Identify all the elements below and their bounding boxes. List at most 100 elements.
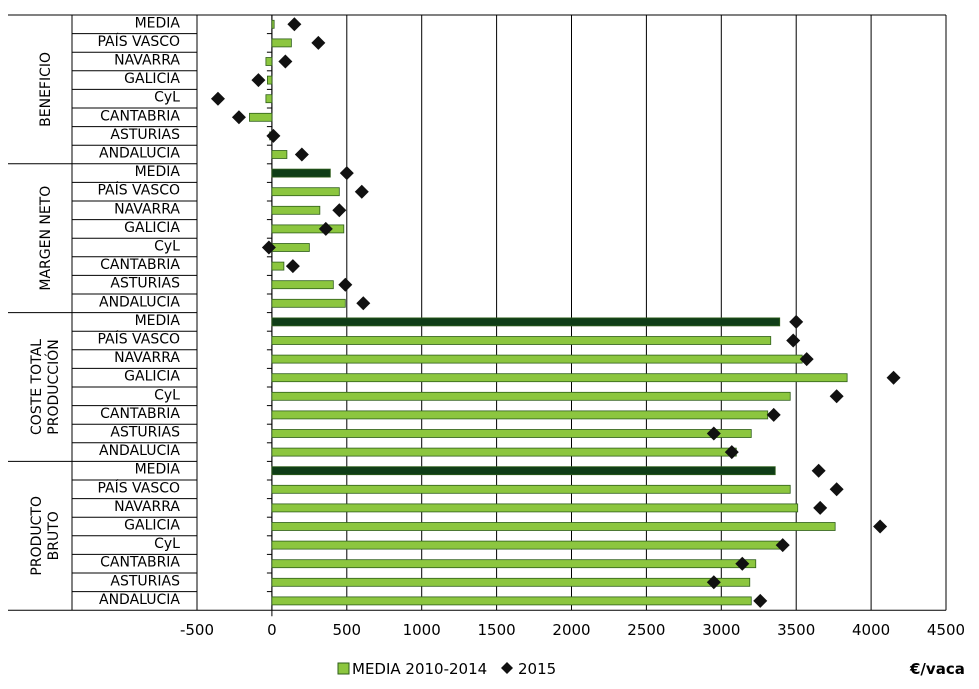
- group-label-line: COSTE TOTAL: [29, 339, 45, 435]
- marker-2015: [338, 277, 353, 292]
- category-label: GALICIA: [124, 71, 180, 87]
- category-label: PAÍS VASCO: [97, 331, 180, 348]
- bar: [271, 187, 340, 197]
- bar: [271, 577, 751, 587]
- marker-2015: [735, 556, 750, 571]
- marker-2015: [724, 445, 739, 460]
- legend-label-media: MEDIA 2010-2014: [352, 660, 487, 678]
- category-label: ANDALUCIA: [99, 146, 180, 162]
- marker-2015: [706, 426, 721, 441]
- marker-2015: [287, 17, 302, 32]
- bar: [271, 484, 791, 494]
- marker-2015: [775, 538, 790, 553]
- legend: MEDIA 2010-2014 2015: [337, 660, 556, 678]
- category-label: ASTURIAS: [110, 425, 180, 441]
- marker-2015: [356, 296, 371, 311]
- bar: [271, 503, 799, 513]
- group-label-line: MARGEN NETO: [38, 186, 54, 291]
- x-tick-label: 500: [332, 621, 361, 639]
- group-label-line: PRODUCTO: [29, 496, 45, 576]
- group-label-line: BRUTO: [46, 511, 62, 560]
- bar: [271, 540, 785, 550]
- bar: [271, 150, 288, 159]
- bar: [265, 94, 273, 104]
- bar: [271, 429, 752, 438]
- legend-label-2015: 2015: [518, 660, 556, 678]
- bar: [271, 298, 346, 308]
- bar: [271, 522, 836, 531]
- category-axis: [8, 14, 273, 617]
- group-label: PRODUCTOBRUTO: [29, 496, 62, 576]
- bar: [271, 224, 345, 234]
- category-label: ANDALUCIA: [99, 294, 180, 310]
- x-tick-label: 4500: [927, 621, 965, 639]
- marker-2015: [786, 333, 801, 348]
- category-label: CyL: [154, 239, 180, 255]
- x-axis-ticks: -500 0 500 1000 1500 2000 2500 3000 3500 4000 4500: [180, 621, 965, 639]
- bar: [271, 19, 275, 29]
- marker-2015: [251, 73, 266, 88]
- category-label: PAÍS VASCO: [97, 182, 180, 199]
- bar: [271, 168, 331, 178]
- bar: [271, 373, 848, 383]
- bar: [271, 391, 791, 401]
- marker-2015: [318, 221, 333, 236]
- group-label-line: PRODUCCIÓN: [44, 339, 62, 434]
- unit-label: €/vaca: [909, 660, 965, 678]
- bars: [249, 19, 848, 606]
- category-label: ASTURIAS: [110, 127, 180, 143]
- marker-2015: [829, 389, 844, 404]
- category-label: ASTURIAS: [110, 573, 180, 589]
- x-tick-label: 2000: [552, 621, 590, 639]
- marker-2015: [811, 463, 826, 478]
- category-label: MEDIA: [135, 313, 181, 329]
- marker-2015: [311, 35, 326, 50]
- category-label: MEDIA: [135, 462, 181, 478]
- bar: [271, 38, 292, 48]
- gridlines: [8, 14, 947, 611]
- bar: [271, 447, 737, 457]
- x-tick-label: 4000: [852, 621, 890, 639]
- bar: [271, 336, 772, 345]
- category-label: CyL: [154, 536, 180, 552]
- bar: [267, 75, 273, 85]
- marker-2015: [332, 203, 347, 218]
- bar: [265, 57, 273, 66]
- x-tick-label: 1000: [403, 621, 441, 639]
- bar: [271, 466, 776, 476]
- category-label: CANTABRIA: [100, 108, 180, 124]
- category-label: NAVARRA: [114, 499, 180, 515]
- bar: [271, 261, 285, 271]
- x-tick-label: 1500: [478, 621, 516, 639]
- marker-2015: [789, 314, 804, 329]
- legend-diamond-marker: [501, 662, 513, 674]
- marker-2015: [266, 128, 281, 143]
- category-label: CyL: [154, 90, 180, 106]
- bar: [271, 280, 334, 290]
- marker-2015: [766, 407, 781, 422]
- bar: [271, 354, 803, 364]
- category-label: GALICIA: [124, 518, 180, 534]
- category-label: CyL: [154, 387, 180, 403]
- category-label: PAÍS VASCO: [97, 33, 180, 50]
- marker-2015: [873, 519, 888, 534]
- category-label: GALICIA: [124, 220, 180, 236]
- legend-bar-swatch: [337, 662, 350, 675]
- group-label: COSTE TOTALPRODUCCIÓN: [29, 339, 62, 435]
- x-tick-label: 2500: [627, 621, 665, 639]
- marker-2015: [285, 259, 300, 274]
- marker-2015: [799, 352, 814, 367]
- category-label: CANTABRIA: [100, 257, 180, 273]
- category-label: NAVARRA: [114, 350, 180, 366]
- marker-2015: [886, 370, 901, 385]
- x-tick-label: -500: [180, 621, 214, 639]
- marker-2015: [829, 482, 844, 497]
- markers-2015: [210, 17, 901, 608]
- marker-2015: [294, 147, 309, 162]
- bar: [271, 596, 752, 606]
- x-tick-label: 3000: [702, 621, 740, 639]
- bar: [271, 205, 321, 215]
- category-label: ANDALUCIA: [99, 443, 180, 459]
